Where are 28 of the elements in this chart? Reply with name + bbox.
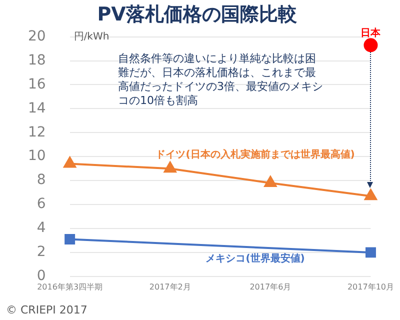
x-tick-label: 2016年第3四半期	[37, 282, 103, 292]
y-tick-label: 10	[28, 148, 46, 164]
series-label: ドイツ(日本の入札実施前までは世界最高値)	[156, 148, 355, 161]
point	[64, 234, 76, 245]
point	[164, 162, 176, 173]
y-axis-title: 円/kWh	[74, 31, 110, 42]
y-tick-label: 6	[36, 196, 46, 212]
chart-title: PV落札価格の国際比較	[97, 3, 298, 26]
y-tick-label: 12	[28, 124, 46, 140]
series-label: 日本	[360, 26, 382, 39]
y-tick-label: 20	[28, 28, 46, 44]
text: © CRIEPI 2017	[6, 303, 88, 316]
y-tick-label: 0	[36, 268, 46, 284]
y-tick-label: 16	[28, 76, 46, 92]
point	[365, 247, 376, 258]
annotation: 自然条件等の違いにより単純な比較は困難だが、日本の落札価格は、これまで最高値だったドイツの3倍、最安値のメキシコの10倍も割高	[118, 52, 323, 108]
series-label: メキシコ(世界最安値)	[206, 252, 305, 264]
y-tick-label: 4	[36, 220, 46, 236]
point	[364, 189, 377, 200]
y-tick-label: 2	[36, 244, 46, 260]
y-tick-label: 8	[36, 172, 46, 188]
x-tick-label: 2017年6月	[250, 282, 292, 292]
x-tick-label: 2017年2月	[149, 282, 191, 292]
point	[264, 176, 277, 187]
x-tick-label: 2017年10月	[347, 282, 394, 292]
y-tick-label: 18	[28, 52, 46, 68]
point	[64, 156, 76, 168]
y-tick-label: 14	[28, 100, 46, 116]
